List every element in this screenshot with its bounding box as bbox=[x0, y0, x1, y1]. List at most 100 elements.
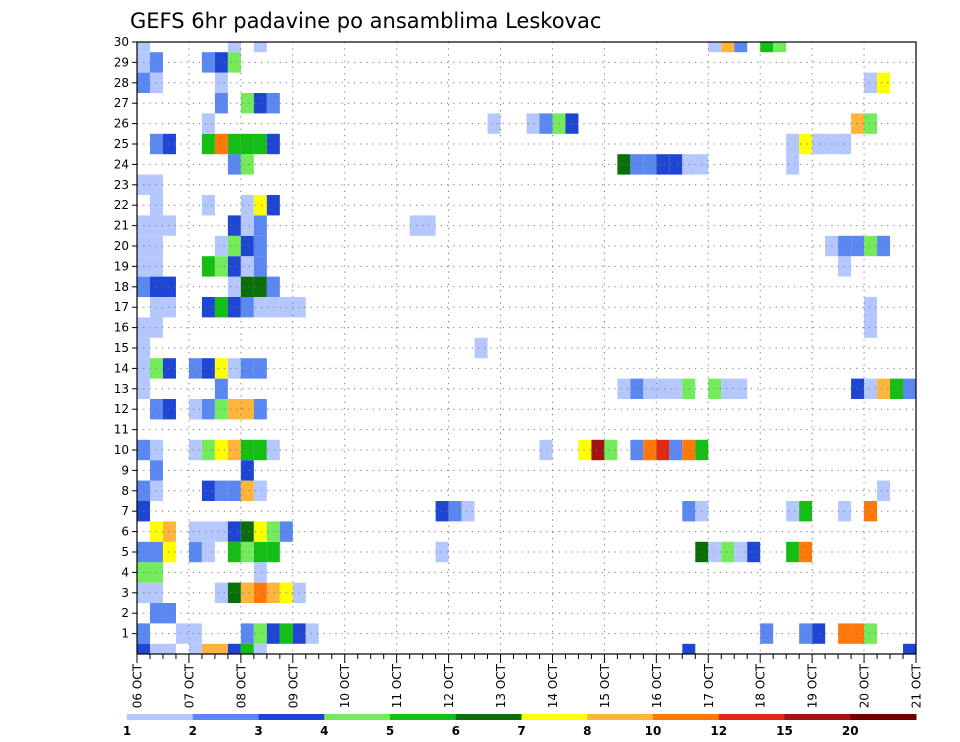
cell-member-30-step-46 bbox=[734, 42, 748, 53]
cell-member-30-step-9 bbox=[253, 42, 267, 53]
cell-member-10-step-4 bbox=[188, 439, 202, 461]
cell-member-24-step-8 bbox=[240, 154, 254, 175]
cell-member-8-step-57 bbox=[877, 480, 891, 501]
cell-member-7-step-50 bbox=[786, 501, 800, 522]
x-tick-label-0: 06 OCT bbox=[131, 663, 145, 708]
y-tick-label-29: 29 bbox=[114, 55, 129, 69]
x-tick-label-4: 10 OCT bbox=[338, 663, 352, 708]
cell-member-18-step-8 bbox=[240, 276, 254, 297]
cell-member-1-step-56 bbox=[864, 623, 878, 644]
cell-member-10-step-38 bbox=[630, 439, 644, 461]
cell-member-13-step-59 bbox=[903, 378, 916, 399]
cell-member-29-step-7 bbox=[227, 52, 241, 73]
cell-member-19-step-6 bbox=[214, 256, 228, 277]
x-axis: 06 OCT 07 OCT 08 OCT 09 OCT 10 OCT 11 OCT 12 O… bbox=[131, 654, 924, 708]
cell-member-13-step-39 bbox=[643, 378, 657, 399]
y-tick-label-26: 26 bbox=[114, 117, 129, 131]
cell-member-17-step-7 bbox=[227, 297, 241, 318]
cell-member-20-step-56 bbox=[864, 235, 878, 257]
cell-member-1-step-10 bbox=[266, 623, 280, 644]
cell-member-30-step-0 bbox=[137, 42, 150, 53]
cell-member-1-step-4 bbox=[188, 623, 202, 644]
cell-member-10-step-36 bbox=[604, 439, 618, 461]
cell-member-24-step-39 bbox=[643, 154, 657, 175]
y-tick-label-21: 21 bbox=[114, 219, 129, 233]
colorbar-swatch-1 bbox=[127, 714, 194, 720]
cell-member-21-step-9 bbox=[253, 215, 267, 236]
cell-member-25-step-10 bbox=[266, 133, 280, 155]
cell-member-17-step-8 bbox=[240, 297, 254, 318]
cell-member-6-step-5 bbox=[201, 521, 215, 542]
cell-member-1-step-52 bbox=[812, 623, 826, 644]
cell-member-21-step-2 bbox=[162, 215, 176, 236]
cell-member-0-step-7 bbox=[227, 643, 241, 654]
data-cells bbox=[137, 42, 916, 654]
cell-member-12-step-5 bbox=[201, 399, 215, 420]
cell-member-5-step-9 bbox=[253, 541, 267, 563]
colorbar-label-20: 20 bbox=[842, 724, 859, 738]
cell-member-6-step-9 bbox=[253, 521, 267, 542]
cell-member-25-step-51 bbox=[799, 133, 813, 155]
colorbar-label-15: 15 bbox=[776, 724, 793, 738]
y-tick-label-6: 6 bbox=[121, 525, 129, 539]
cell-member-25-step-2 bbox=[162, 133, 176, 155]
colorbar-swatch-20 bbox=[850, 714, 917, 720]
cell-member-5-step-45 bbox=[721, 541, 735, 563]
y-tick-label-28: 28 bbox=[114, 76, 129, 90]
cell-member-0-step-59 bbox=[903, 643, 916, 654]
cell-member-5-step-51 bbox=[799, 541, 813, 563]
cell-member-28-step-6 bbox=[214, 72, 228, 93]
cell-member-26-step-31 bbox=[539, 113, 553, 134]
colorbar-swatch-12 bbox=[718, 714, 785, 720]
cell-member-10-step-5 bbox=[201, 439, 215, 461]
y-axis: 1234567891011121314151617181920212223242… bbox=[114, 35, 137, 641]
cell-member-4-step-9 bbox=[253, 562, 267, 583]
cell-member-3-step-8 bbox=[240, 582, 254, 603]
colorbar-swatch-2 bbox=[192, 714, 259, 720]
cell-member-22-step-9 bbox=[253, 195, 267, 216]
cell-member-7-step-23 bbox=[435, 501, 449, 522]
cell-member-24-step-37 bbox=[617, 154, 631, 175]
cell-member-25-step-5 bbox=[201, 133, 215, 155]
cell-member-16-step-56 bbox=[864, 317, 878, 338]
cell-member-20-step-7 bbox=[227, 235, 241, 257]
cell-member-27-step-6 bbox=[214, 93, 228, 114]
colorbar-label-12: 12 bbox=[710, 724, 727, 738]
cell-member-17-step-10 bbox=[266, 297, 280, 318]
cell-member-3-step-9 bbox=[253, 582, 267, 603]
cell-member-12-step-6 bbox=[214, 399, 228, 420]
y-tick-label-19: 19 bbox=[114, 259, 129, 273]
cell-member-26-step-56 bbox=[864, 113, 878, 134]
cell-member-14-step-7 bbox=[227, 358, 241, 379]
colorbar-label-7: 7 bbox=[517, 724, 525, 738]
cell-member-0-step-8 bbox=[240, 643, 254, 654]
cell-member-14-step-6 bbox=[214, 358, 228, 379]
cell-member-20-step-8 bbox=[240, 235, 254, 257]
cell-member-10-step-41 bbox=[669, 439, 683, 461]
cell-member-1-step-8 bbox=[240, 623, 254, 644]
cell-member-12-step-2 bbox=[162, 399, 176, 420]
cell-member-5-step-47 bbox=[747, 541, 761, 563]
colorbar-swatch-7 bbox=[521, 714, 588, 720]
cell-member-5-step-23 bbox=[435, 541, 449, 563]
cell-member-6-step-7 bbox=[227, 521, 241, 542]
cell-member-27-step-9 bbox=[253, 93, 267, 114]
cell-member-10-step-42 bbox=[682, 439, 696, 461]
y-tick-label-4: 4 bbox=[121, 565, 129, 579]
y-tick-label-5: 5 bbox=[121, 545, 129, 559]
cell-member-20-step-55 bbox=[851, 235, 865, 257]
y-tick-label-9: 9 bbox=[121, 463, 129, 477]
cell-member-12-step-4 bbox=[188, 399, 202, 420]
y-tick-label-7: 7 bbox=[121, 504, 129, 518]
cell-member-24-step-42 bbox=[682, 154, 696, 175]
x-tick-label-8: 14 OCT bbox=[546, 663, 560, 708]
cell-member-0-step-5 bbox=[201, 643, 215, 654]
cell-member-20-step-9 bbox=[253, 235, 267, 257]
colorbar-label-3: 3 bbox=[254, 724, 262, 738]
cell-member-26-step-5 bbox=[201, 113, 215, 134]
cell-member-30-step-7 bbox=[227, 42, 241, 53]
cell-member-10-step-9 bbox=[253, 439, 267, 461]
cell-member-13-step-41 bbox=[669, 378, 683, 399]
cell-member-1-step-3 bbox=[175, 623, 189, 644]
cell-member-17-step-9 bbox=[253, 297, 267, 318]
